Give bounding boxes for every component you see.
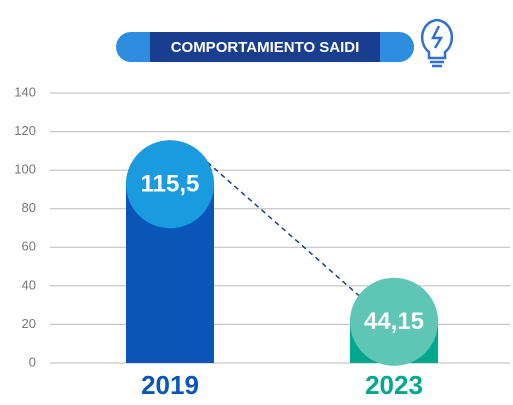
trend-line bbox=[206, 161, 360, 297]
value-label: 115,5 bbox=[141, 171, 200, 198]
x-tick-label: 2023 bbox=[365, 370, 423, 400]
title-pill: COMPORTAMIENTO SAIDI bbox=[116, 32, 414, 62]
chart-title: COMPORTAMIENTO SAIDI bbox=[171, 39, 360, 56]
y-tick-label: 40 bbox=[22, 277, 36, 292]
y-tick-label: 100 bbox=[14, 162, 36, 177]
value-circle bbox=[126, 140, 214, 229]
y-tick-label: 60 bbox=[22, 239, 36, 254]
y-tick-label: 120 bbox=[14, 123, 36, 138]
bulb-icon bbox=[420, 18, 454, 68]
value-label: 44,15 bbox=[364, 308, 424, 335]
value-circle bbox=[350, 277, 438, 366]
y-tick-label: 0 bbox=[29, 354, 36, 369]
y-tick-label: 140 bbox=[14, 84, 36, 99]
y-tick-label: 20 bbox=[22, 316, 36, 331]
y-tick-label: 80 bbox=[22, 200, 36, 215]
x-tick-label: 2019 bbox=[141, 370, 199, 400]
pill-center bbox=[150, 32, 380, 62]
